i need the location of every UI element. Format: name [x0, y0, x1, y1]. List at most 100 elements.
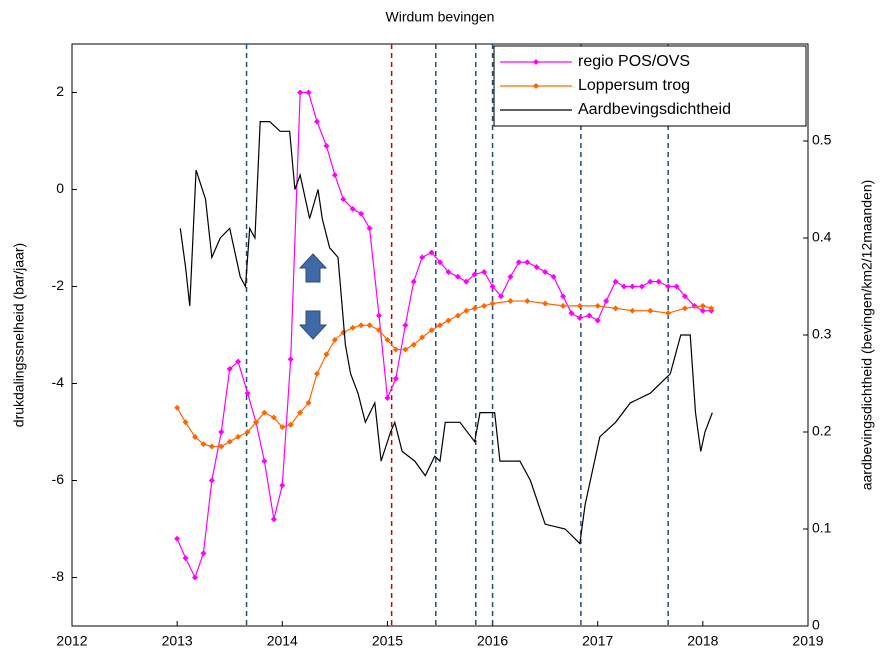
- point: [437, 322, 443, 329]
- point: [515, 259, 522, 266]
- y2-tick-label: 0: [812, 617, 820, 633]
- series-line: [179, 120, 713, 545]
- y2-tick-label: 0.1: [812, 520, 832, 536]
- point: [445, 268, 452, 275]
- legend: regio POS/OVS Loppersum trog Aardbevingsdi…: [493, 45, 807, 127]
- point: [629, 283, 636, 290]
- point: [560, 302, 567, 309]
- y2-tick-label: 0.5: [812, 132, 832, 148]
- legend-marker: [533, 59, 539, 65]
- point: [681, 305, 688, 312]
- point: [437, 259, 443, 266]
- point: [384, 336, 391, 343]
- x-tick-label: 2018: [687, 633, 718, 649]
- point: [612, 305, 619, 312]
- x-tick-label: 2015: [372, 633, 403, 649]
- point: [665, 283, 672, 290]
- point: [218, 429, 225, 435]
- x-tick-label: 2017: [582, 633, 613, 649]
- point: [481, 268, 488, 275]
- point: [366, 322, 373, 329]
- chart-title: Wirdum bevingen: [386, 9, 495, 25]
- y-tick-label: -6: [52, 471, 65, 487]
- point: [612, 278, 619, 285]
- point: [174, 535, 181, 542]
- point: [576, 302, 583, 309]
- point: [533, 264, 540, 271]
- y-tick-label: 2: [56, 83, 64, 99]
- point: [244, 390, 251, 397]
- point: [445, 317, 452, 324]
- point: [235, 433, 242, 440]
- point: [208, 443, 215, 450]
- point: [594, 302, 601, 309]
- y2-tick-label: 0.3: [812, 326, 832, 342]
- point: [235, 358, 242, 365]
- point: [253, 419, 259, 426]
- point: [603, 298, 610, 305]
- point: [497, 293, 504, 300]
- point: [673, 283, 680, 290]
- point: [699, 307, 706, 314]
- point: [410, 278, 417, 285]
- legend-marker: [533, 83, 539, 89]
- point: [182, 419, 189, 426]
- legend-label: Aardbevingsdichtheid: [578, 101, 731, 118]
- point: [542, 268, 549, 275]
- y2-axis-label: aardbevingsdichtheid (bevingen/km2/12maa…: [859, 180, 875, 491]
- point: [410, 341, 417, 348]
- point: [647, 278, 654, 285]
- point: [182, 555, 189, 562]
- point: [261, 458, 268, 465]
- point: [428, 249, 435, 256]
- point: [568, 310, 575, 317]
- point: [340, 196, 347, 203]
- point: [708, 305, 715, 312]
- point: [550, 273, 557, 280]
- series-line: [176, 91, 712, 580]
- point: [200, 550, 207, 557]
- point: [305, 89, 312, 96]
- point: [208, 477, 215, 484]
- x-tick-label: 2013: [162, 633, 193, 649]
- plot-frame: [71, 43, 809, 627]
- point: [287, 356, 294, 363]
- point: [358, 210, 365, 217]
- point: [402, 322, 409, 329]
- y-tick-label: -2: [52, 277, 65, 293]
- point: [507, 298, 514, 305]
- y-axis-label: drukdalingssnelheid (bar/jaar): [11, 243, 27, 427]
- arrow-down: [298, 310, 328, 340]
- point: [489, 300, 496, 307]
- series-line: [176, 300, 712, 448]
- point: [376, 312, 383, 319]
- x-tick-label: 2016: [477, 633, 508, 649]
- point: [454, 273, 461, 280]
- point: [586, 312, 593, 319]
- point: [655, 278, 662, 285]
- point: [174, 404, 181, 411]
- point: [471, 271, 478, 278]
- point: [454, 312, 461, 319]
- point: [349, 205, 356, 212]
- point: [392, 346, 399, 353]
- point: [192, 574, 199, 581]
- point: [560, 293, 567, 300]
- point: [489, 283, 496, 290]
- point: [463, 278, 470, 285]
- point: [313, 118, 320, 125]
- point: [638, 283, 645, 290]
- point: [621, 283, 627, 290]
- point: [419, 254, 426, 261]
- point: [419, 334, 426, 341]
- point: [471, 305, 478, 312]
- x-tick-label: 2019: [792, 633, 823, 649]
- point: [305, 399, 312, 406]
- point: [200, 441, 207, 448]
- point: [665, 310, 672, 317]
- point: [542, 300, 549, 307]
- legend-label: regio POS/OVS: [578, 53, 690, 70]
- point: [376, 327, 383, 334]
- point: [384, 395, 391, 402]
